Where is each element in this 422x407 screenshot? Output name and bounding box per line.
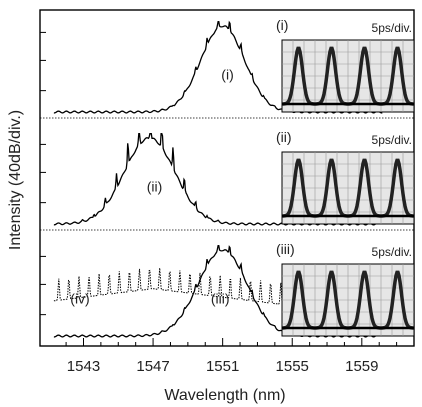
panels-group: (i)(i) 5ps/div.(ii)(ii) 5ps/div.(iv) (iii)(…	[40, 17, 415, 338]
inset-label: (i)	[276, 17, 288, 33]
inset-scale-label: 5ps/div.	[372, 133, 412, 147]
series-label: (ii)	[147, 178, 163, 194]
inset-label: (ii)	[276, 129, 292, 145]
x-tick-label: 1559	[345, 358, 378, 375]
panel-2: (ii) (ii) 5ps/div.	[40, 129, 415, 231]
y-axis-label: Intensity (40dB/div.)	[7, 110, 24, 250]
x-tick-label: 1543	[67, 358, 100, 375]
panel-3: (iv) (iii) (iii) 5ps/div.	[40, 241, 415, 338]
x-axis: 1543 1547 1551 1555 1559	[65, 338, 398, 375]
series-label: (i)	[221, 66, 233, 82]
series-label: (iii)	[211, 290, 230, 306]
spectrum-line	[53, 133, 380, 226]
spectrum-line	[53, 245, 380, 338]
x-tick-label: 1547	[136, 358, 169, 375]
x-axis-label: Wavelength (nm)	[164, 387, 285, 404]
x-tick-label: 1555	[276, 358, 309, 375]
panel-1: (i) (i) 5ps/div.	[40, 17, 415, 119]
inset-scale-label: 5ps/div.	[372, 21, 412, 35]
inset-eye-diagram: (ii) 5ps/div.	[276, 129, 415, 225]
inset-eye-diagram: (iii) 5ps/div.	[276, 241, 415, 337]
inset-scale-label: 5ps/div.	[372, 245, 412, 259]
series-label: (iv)	[70, 290, 89, 306]
inset-label: (iii)	[276, 241, 295, 257]
x-tick-label: 1551	[206, 358, 239, 375]
inset-eye-diagram: (i) 5ps/div.	[276, 17, 415, 113]
